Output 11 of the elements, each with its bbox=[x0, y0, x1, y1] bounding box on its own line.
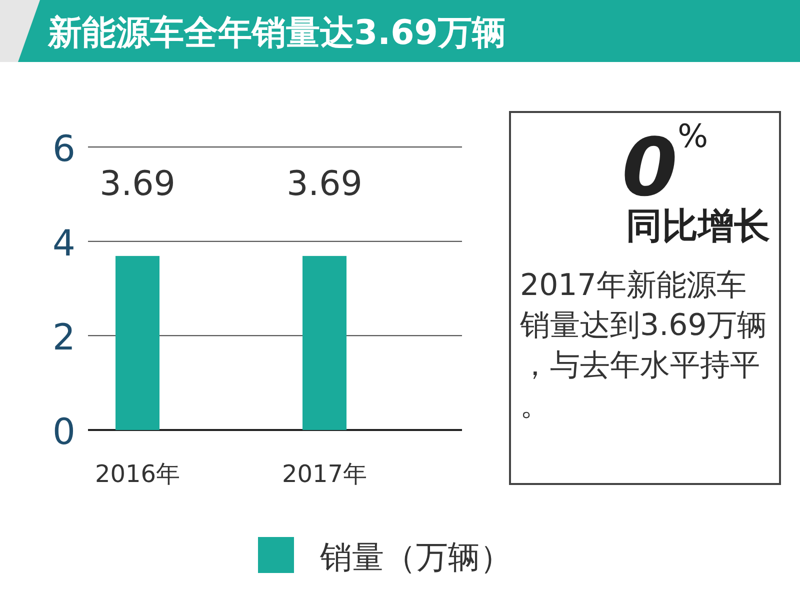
text: 2017年新能源车销量达到3.69万辆，与去年水平持平。 bbox=[519, 268, 767, 423]
chart-title: 新能源车全年销量达3.69万辆 bbox=[47, 13, 506, 53]
legend-label: 销量（万辆） bbox=[319, 538, 512, 576]
y-tick-label: 2 bbox=[52, 318, 76, 359]
y-tick-label: 4 bbox=[52, 223, 76, 264]
data-label: 3.69 bbox=[286, 164, 362, 204]
data-label: 3.69 bbox=[100, 164, 176, 204]
y-tick-label: 6 bbox=[52, 129, 76, 170]
y-tick-label: 0 bbox=[52, 412, 76, 453]
x-tick-label: 2017年 bbox=[282, 460, 368, 488]
x-tick-label: 2016年 bbox=[94, 460, 180, 488]
